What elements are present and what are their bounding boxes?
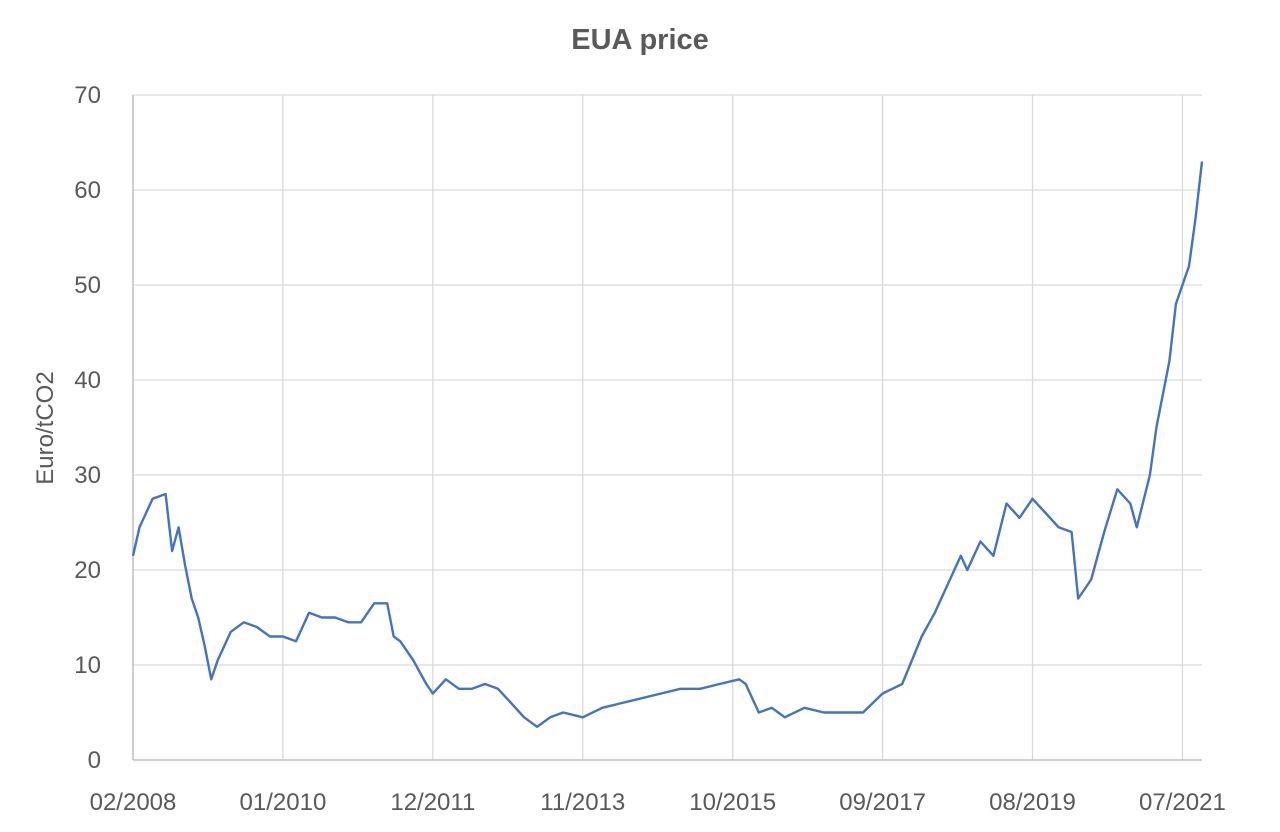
series-layer (131, 161, 1204, 728)
y-tick-label: 0 (88, 747, 101, 774)
axes (132, 95, 1202, 761)
x-tick-label: 07/2021 (1139, 789, 1226, 816)
x-tick-label: 02/2008 (90, 789, 177, 816)
x-tick-label: 12/2011 (390, 789, 475, 816)
x-tick-label: 10/2015 (689, 789, 776, 816)
y-tick-label: 70 (74, 82, 101, 109)
y-tick-label: 60 (74, 177, 101, 204)
tick-labels: 0 10 20 30 40 50 60 70 02/2008 01/2010 12/2011 11/2… (74, 82, 1226, 816)
series-line-eua-price (131, 161, 1204, 728)
y-tick-label: 20 (74, 557, 101, 584)
y-tick-label: 10 (74, 652, 101, 679)
x-tick-label: 11/2013 (540, 789, 625, 816)
x-tick-label: 08/2019 (989, 789, 1076, 816)
gridlines (133, 94, 1202, 760)
y-tick-label: 40 (74, 367, 101, 394)
y-tick-label: 50 (74, 272, 101, 299)
x-tick-label: 01/2010 (240, 789, 327, 816)
y-tick-label: 30 (74, 462, 101, 489)
x-tick-label: 09/2017 (839, 789, 926, 816)
chart-title: EUA price (571, 24, 709, 56)
